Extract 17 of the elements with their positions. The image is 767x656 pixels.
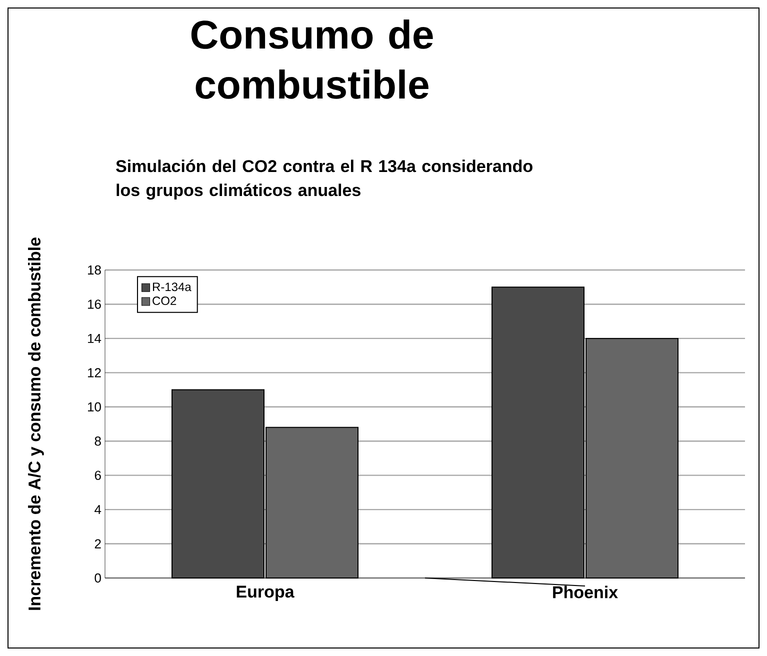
x-tick-label: Phoenix <box>553 586 618 598</box>
chart-subtitle: Simulación del CO2 contra el R 134a considerando los grupos climáticos anuales <box>116 160 532 200</box>
y-tick-label: 8 <box>94 436 101 446</box>
y-tick-label: 12 <box>88 368 101 378</box>
y-tick-label: 16 <box>88 300 101 309</box>
x-tick-label: Europa <box>236 586 294 602</box>
y-tick-label: 14 <box>88 334 102 343</box>
y-tick-label: 18 <box>88 265 101 275</box>
y-tick-label: 6 <box>94 470 101 480</box>
y-axis-title: Incremento de A/C y consumo de combustible <box>28 238 44 610</box>
legend-label: CO2 <box>152 296 176 306</box>
y-tick-label: 2 <box>94 539 101 548</box>
y-tick-label: 10 <box>88 402 101 412</box>
y-tick-label: 4 <box>94 505 102 514</box>
y-tick-label: 0 <box>94 573 101 583</box>
legend-label: R-134a <box>152 282 192 292</box>
chart-title: Consumo de combustible <box>191 20 433 99</box>
